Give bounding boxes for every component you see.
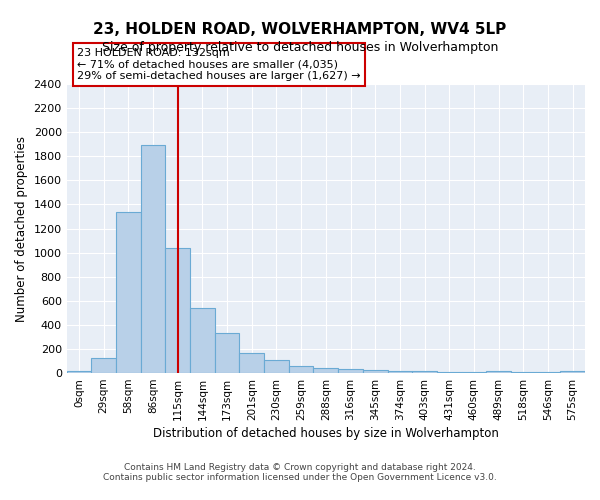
Bar xyxy=(461,372,486,373)
X-axis label: Distribution of detached houses by size in Wolverhampton: Distribution of detached houses by size … xyxy=(153,427,499,440)
Bar xyxy=(190,308,215,373)
Bar xyxy=(239,353,264,373)
Bar xyxy=(141,146,166,373)
Text: 23, HOLDEN ROAD, WOLVERHAMPTON, WV4 5LP: 23, HOLDEN ROAD, WOLVERHAMPTON, WV4 5LP xyxy=(94,22,506,38)
Bar xyxy=(67,371,91,373)
Bar xyxy=(166,248,190,373)
Bar xyxy=(437,372,461,373)
Bar xyxy=(560,371,585,373)
Bar xyxy=(116,212,141,373)
Text: Size of property relative to detached houses in Wolverhampton: Size of property relative to detached ho… xyxy=(102,41,498,54)
Bar xyxy=(91,358,116,373)
Bar xyxy=(338,370,363,373)
Bar xyxy=(215,332,239,373)
Bar xyxy=(486,371,511,373)
Bar xyxy=(412,371,437,373)
Bar xyxy=(511,372,536,373)
Bar xyxy=(289,366,313,373)
Text: Contains HM Land Registry data © Crown copyright and database right 2024.
Contai: Contains HM Land Registry data © Crown c… xyxy=(103,463,497,482)
Bar xyxy=(363,370,388,373)
Bar xyxy=(536,372,560,373)
Text: 23 HOLDEN ROAD: 132sqm
← 71% of detached houses are smaller (4,035)
29% of semi-: 23 HOLDEN ROAD: 132sqm ← 71% of detached… xyxy=(77,48,361,81)
Bar xyxy=(388,370,412,373)
Bar xyxy=(313,368,338,373)
Bar xyxy=(264,360,289,373)
Y-axis label: Number of detached properties: Number of detached properties xyxy=(15,136,28,322)
